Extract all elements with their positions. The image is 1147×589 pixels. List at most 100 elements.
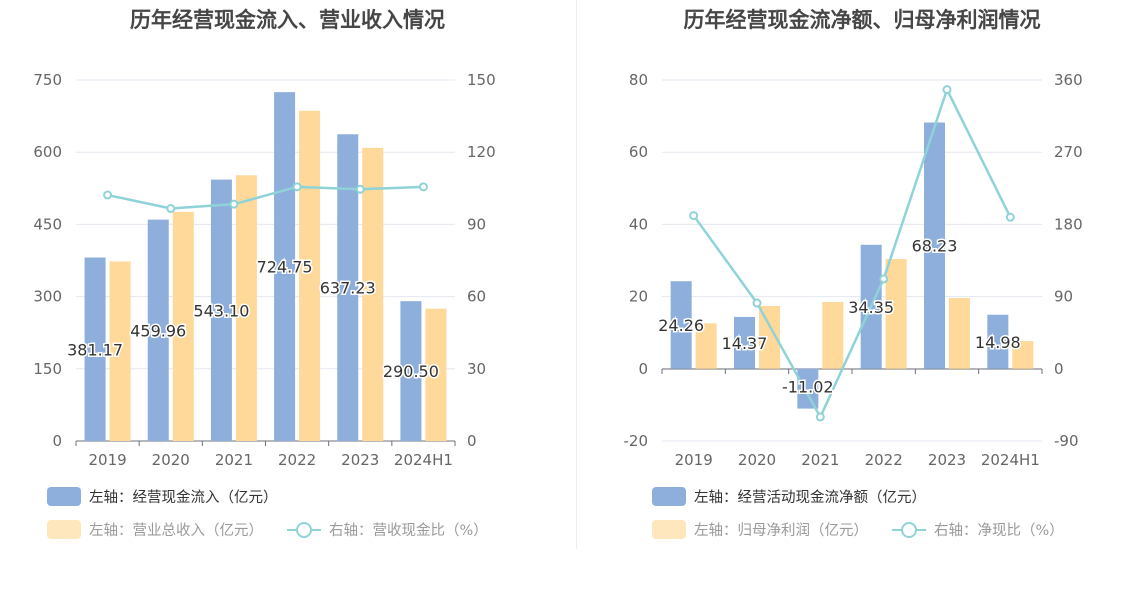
x-tick-label: 2020 <box>738 451 776 469</box>
bar <box>172 211 194 441</box>
bar <box>987 314 1009 369</box>
y-left-tick-label: -20 <box>624 432 649 450</box>
line-point <box>1005 212 1015 222</box>
x-tick-label: 2022 <box>278 451 316 469</box>
bar <box>924 122 945 369</box>
legend-swatch-orange <box>652 520 686 539</box>
bar <box>84 257 106 441</box>
legend-label: 右轴：净现比（%） <box>934 523 1064 539</box>
data-label: 34.35 <box>848 298 894 317</box>
legend-label: 右轴：营收现金比（%） <box>329 523 488 539</box>
bar <box>337 134 359 441</box>
legend-swatch-blue <box>652 487 686 506</box>
y-right-tick-label: 90 <box>1054 288 1073 306</box>
legend-label: 左轴：归母净利润（亿元） <box>694 523 868 539</box>
y-left-tick-label: 300 <box>33 288 62 306</box>
x-tick-label: 2021 <box>215 451 253 469</box>
x-tick-label: 2023 <box>928 451 966 469</box>
legend-swatch-orange <box>47 520 81 539</box>
chart-plot-area: -20 0 20 40 60 80 -90 0 90 180 270 360 2019 2020 2021 2… <box>624 71 1083 469</box>
line-point <box>103 190 113 200</box>
x-tick-label: 2021 <box>801 451 839 469</box>
bar <box>362 147 384 442</box>
y-left-tick-label: 150 <box>33 360 62 378</box>
data-label: 290.50 <box>383 362 439 381</box>
bar <box>885 259 907 369</box>
y-left-tick-label: 60 <box>629 143 648 161</box>
data-label: 381.17 <box>67 340 123 359</box>
data-label: 14.98 <box>975 333 1021 352</box>
y-left-tick-label: 20 <box>629 288 648 306</box>
line-point <box>355 184 365 194</box>
legend-row: 左轴：经营活动现金流净额（亿元） <box>652 486 950 507</box>
y-right-tick-label: -90 <box>1054 432 1079 450</box>
chart-panel-net-cashflow-profit: 历年经营现金流净额、归母净利润情况 -20 0 20 40 60 80 -90 0 90 180 2… <box>577 0 1147 589</box>
line-series <box>692 86 1012 420</box>
bar <box>235 175 257 441</box>
line-point <box>689 211 699 221</box>
legend-item-cash-inflow[interactable]: 左轴：经营现金流入（亿元） <box>47 486 278 507</box>
data-label: 68.23 <box>912 237 958 256</box>
x-tick-label: 2024H1 <box>394 451 453 469</box>
legend-item-cash-ratio[interactable]: 右轴：营收现金比（%） <box>287 519 488 540</box>
legend-item-net-profit[interactable]: 左轴：归母净利润（亿元） <box>652 519 868 540</box>
chart-plot-area: 0 150 300 450 600 750 0 30 60 90 120 150 2019 2020 202… <box>33 71 496 469</box>
y-right-tick-label: 270 <box>1054 143 1083 161</box>
bar <box>147 219 169 441</box>
y-right-tick-label: 0 <box>467 432 477 450</box>
y-left-tick-label: 0 <box>638 360 648 378</box>
line-point <box>292 182 302 192</box>
y-right-tick-label: 360 <box>1054 71 1083 89</box>
bar <box>274 92 296 442</box>
chart-title: 历年经营现金流净额、归母净利润情况 <box>683 8 1041 32</box>
bar <box>210 179 232 441</box>
y-left-tick-label: 40 <box>629 215 648 233</box>
legend-swatch-blue <box>47 487 81 506</box>
line-point <box>166 204 176 214</box>
y-right-tick-label: 180 <box>1054 215 1083 233</box>
legend-row: 左轴：归母净利润（亿元） 右轴：净现比（%） <box>652 519 1088 540</box>
x-tick-label: 2020 <box>152 451 190 469</box>
legend-line-marker-icon <box>892 520 926 539</box>
x-tick-label: 2022 <box>865 451 903 469</box>
legend-row: 左轴：营业总收入（亿元） 右轴：营收现金比（%） <box>47 519 512 540</box>
chart-panel-cashflow-revenue: 历年经营现金流入、营业收入情况 0 150 300 450 600 750 0 30 60 90 1… <box>33 8 512 540</box>
line-point <box>879 274 889 284</box>
data-label: 543.10 <box>193 301 249 320</box>
y-left-tick-label: 0 <box>52 432 62 450</box>
bar <box>949 298 970 369</box>
line-point <box>942 85 952 95</box>
legend-label: 左轴：经营现金流入（亿元） <box>89 490 278 506</box>
y-right-tick-label: 0 <box>1054 360 1064 378</box>
x-tick-label: 2019 <box>88 451 126 469</box>
x-tick-label: 2023 <box>341 451 379 469</box>
bar <box>695 323 717 369</box>
y-right-tick-label: 30 <box>467 360 486 378</box>
y-right-tick-label: 90 <box>467 215 486 233</box>
data-label: 459.96 <box>130 321 186 340</box>
data-label: -11.02 <box>782 378 834 397</box>
chart-title: 历年经营现金流入、营业收入情况 <box>130 8 445 32</box>
y-left-tick-label: 450 <box>33 215 62 233</box>
bar <box>400 301 422 441</box>
legend-item-net-cash-ratio[interactable]: 右轴：净现比（%） <box>892 519 1064 540</box>
data-label: 14.37 <box>722 334 768 353</box>
legend-label: 左轴：经营活动现金流净额（亿元） <box>694 490 926 506</box>
y-left-tick-label: 80 <box>629 71 648 89</box>
line-point <box>229 199 239 209</box>
legend-item-revenue[interactable]: 左轴：营业总收入（亿元） <box>47 519 263 540</box>
bar <box>797 368 819 409</box>
legend-row: 左轴：经营现金流入（亿元） <box>47 486 302 507</box>
y-left-tick-label: 600 <box>33 143 62 161</box>
legend-item-net-cashflow[interactable]: 左轴：经营活动现金流净额（亿元） <box>652 486 926 507</box>
x-tick-label: 2024H1 <box>981 451 1040 469</box>
line-point <box>815 412 825 422</box>
bar <box>822 302 844 369</box>
panel-divider <box>576 0 577 549</box>
line-point <box>418 182 428 192</box>
bar <box>1012 341 1034 369</box>
y-right-tick-label: 120 <box>467 143 496 161</box>
bar <box>734 316 755 369</box>
bar <box>299 110 321 442</box>
x-tick-label: 2019 <box>675 451 713 469</box>
